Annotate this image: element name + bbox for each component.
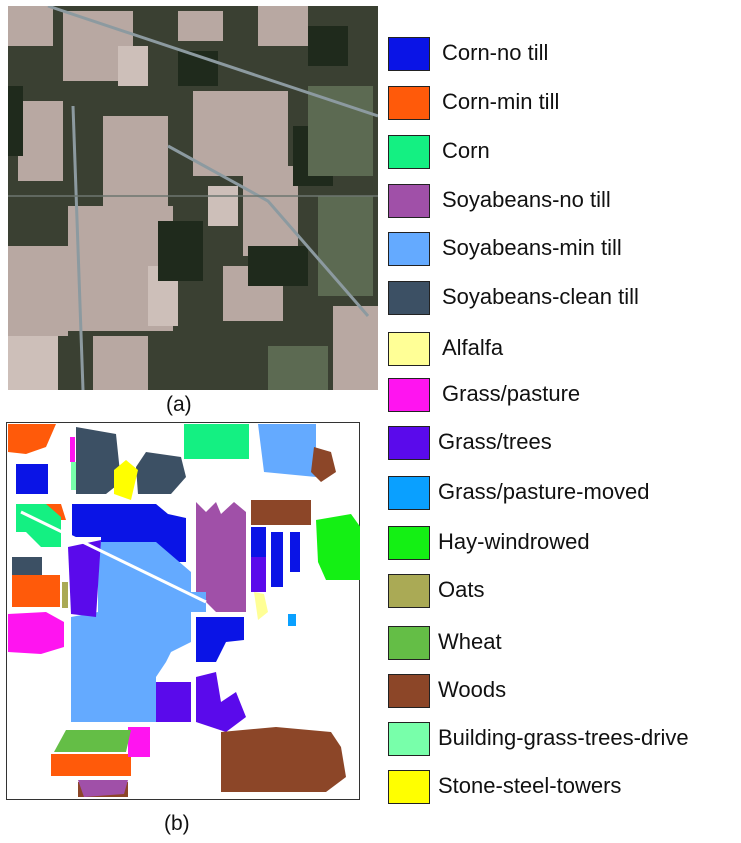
- legend-item-building-grass-trees-drive: Building-grass-trees-drive: [388, 722, 738, 760]
- legend-item-corn: Corn: [388, 135, 738, 173]
- legend-label: Grass/trees: [438, 429, 552, 454]
- satellite-image: [8, 6, 378, 390]
- panel-b-caption: (b): [164, 812, 190, 835]
- legend-label: Corn-min till: [442, 89, 560, 114]
- legend-item-grass-pasture: Grass/pasture: [388, 378, 738, 416]
- legend-label: Building-grass-trees-drive: [438, 725, 689, 750]
- legend-item-soyabeans-clean-till: Soyabeans-clean till: [388, 281, 738, 319]
- legend-swatch: [388, 232, 430, 266]
- legend-label: Alfalfa: [442, 335, 504, 360]
- legend-label: Soyabeans-min till: [442, 235, 622, 260]
- legend-swatch: [388, 722, 430, 756]
- legend-swatch: [388, 574, 430, 608]
- legend-label: Oats: [438, 577, 485, 602]
- panel-a-caption: (a): [166, 393, 192, 416]
- legend-label: Corn-no till: [442, 40, 549, 65]
- legend-swatch: [388, 426, 430, 460]
- legend-swatch: [388, 378, 430, 412]
- legend-item-hay-windrowed: Hay-windrowed: [388, 526, 738, 564]
- legend-label: Grass/pasture: [442, 381, 581, 406]
- legend-item-grass-trees: Grass/trees: [388, 426, 738, 464]
- legend-label: Wheat: [438, 629, 502, 654]
- legend-item-woods: Woods: [388, 674, 738, 712]
- legend-item-soyabeans-min-till: Soyabeans-min till: [388, 232, 738, 270]
- legend-swatch: [388, 184, 430, 218]
- legend-label: Corn: [442, 138, 490, 163]
- legend-item-wheat: Wheat: [388, 626, 738, 664]
- ground-truth-map: [6, 422, 360, 800]
- legend-swatch: [388, 674, 430, 708]
- legend-swatch: [388, 37, 430, 71]
- legend-swatch: [388, 476, 430, 510]
- legend-label: Hay-windrowed: [438, 529, 590, 554]
- legend-label: Woods: [438, 677, 507, 702]
- legend-label: Soyabeans-clean till: [442, 284, 639, 309]
- legend-swatch: [388, 135, 430, 169]
- legend-item-oats: Oats: [388, 574, 738, 612]
- legend-swatch: [388, 626, 430, 660]
- legend-swatch: [388, 526, 430, 560]
- legend-label: Soyabeans-no till: [442, 187, 611, 212]
- legend-swatch: [388, 86, 430, 120]
- legend-item-soyabeans-no-till: Soyabeans-no till: [388, 184, 738, 222]
- legend-label: Grass/pasture-moved: [438, 479, 650, 504]
- legend-label: Stone-steel-towers: [438, 773, 622, 798]
- legend-item-corn-no-till: Corn-no till: [388, 37, 738, 75]
- legend-swatch: [388, 332, 430, 366]
- legend-item-grass-pasture-moved: Grass/pasture-moved: [388, 476, 738, 514]
- legend-swatch: [388, 281, 430, 315]
- legend-item-stone-steel-towers: Stone-steel-towers: [388, 770, 738, 808]
- legend-item-alfalfa: Alfalfa: [388, 332, 738, 370]
- legend-item-corn-min-till: Corn-min till: [388, 86, 738, 124]
- legend-swatch: [388, 770, 430, 804]
